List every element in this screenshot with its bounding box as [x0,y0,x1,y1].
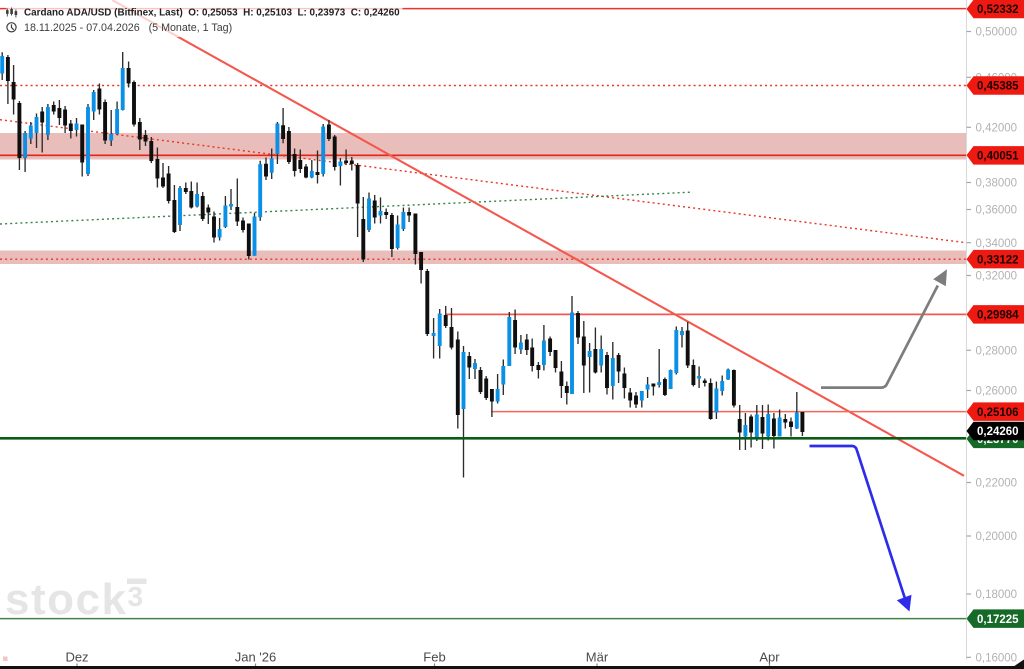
svg-text:0,28000: 0,28000 [976,345,1018,357]
svg-text:stock: stock [5,575,127,624]
svg-text:0,38000: 0,38000 [976,178,1018,190]
svg-text:3: 3 [128,581,144,612]
svg-text:0,42000: 0,42000 [976,122,1018,134]
svg-text:0,26000: 0,26000 [976,386,1018,398]
svg-text:0,50000: 0,50000 [976,27,1018,39]
svg-text:0,18000: 0,18000 [976,589,1018,601]
svg-text:0,32000: 0,32000 [976,271,1018,283]
svg-text:18.11.2025 - 07.04.2026 (5 M: 18.11.2025 - 07.04.2026 (5 Monate, 1 Tag… [24,22,232,34]
svg-text:0,33122: 0,33122 [977,254,1019,266]
svg-text:0,25106: 0,25106 [977,407,1019,419]
svg-text:0,20000: 0,20000 [976,531,1018,543]
svg-text:0,29984: 0,29984 [977,310,1019,322]
svg-text:0,34000: 0,34000 [976,238,1018,250]
svg-text:0,24260: 0,24260 [977,426,1019,438]
svg-text:Jan '26: Jan '26 [235,650,277,665]
svg-text:0,16000: 0,16000 [976,652,1018,664]
svg-text:Dez: Dez [65,650,88,665]
svg-text:Cardano ADA/USD (Bitfinex, Las: Cardano ADA/USD (Bitfinex, Last) O: 0,25… [24,8,400,19]
svg-text:Mär: Mär [586,650,609,665]
svg-text:0,40051: 0,40051 [977,151,1019,163]
svg-text:0,17225: 0,17225 [977,614,1019,626]
svg-text:0,22000: 0,22000 [976,478,1018,490]
svg-text:0,36000: 0,36000 [976,205,1018,217]
svg-text:Feb: Feb [423,650,445,665]
svg-text:0,52332: 0,52332 [977,4,1019,16]
svg-text:0,45385: 0,45385 [977,81,1019,93]
svg-text:Apr: Apr [759,650,780,665]
